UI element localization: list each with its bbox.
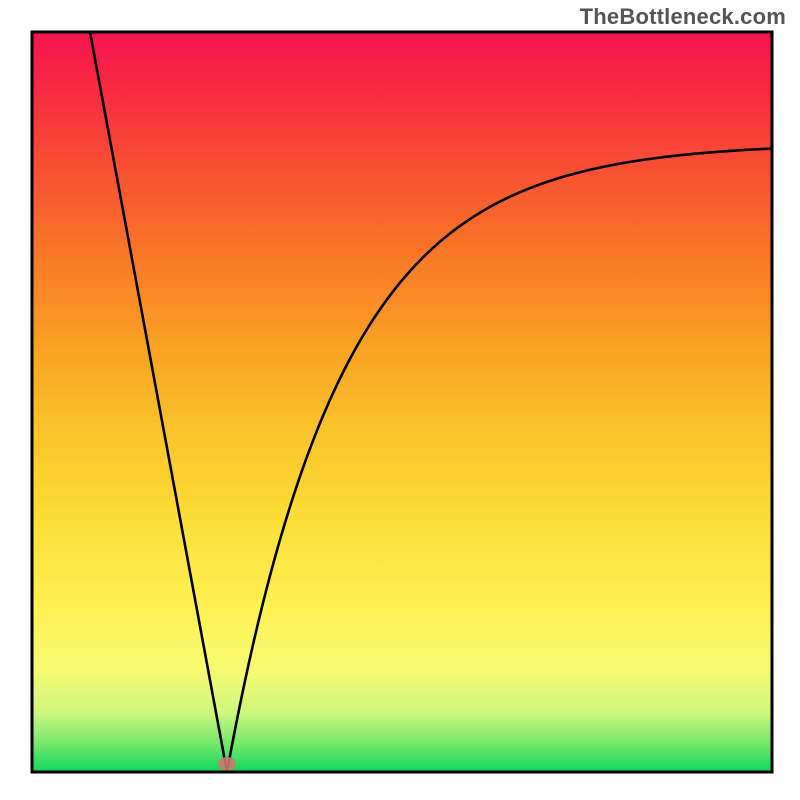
bottleneck-plot (0, 0, 800, 800)
optimal-point-marker (218, 757, 236, 771)
gradient-background (32, 32, 772, 772)
watermark-text: TheBottleneck.com (580, 4, 786, 30)
chart-stage: TheBottleneck.com (0, 0, 800, 800)
